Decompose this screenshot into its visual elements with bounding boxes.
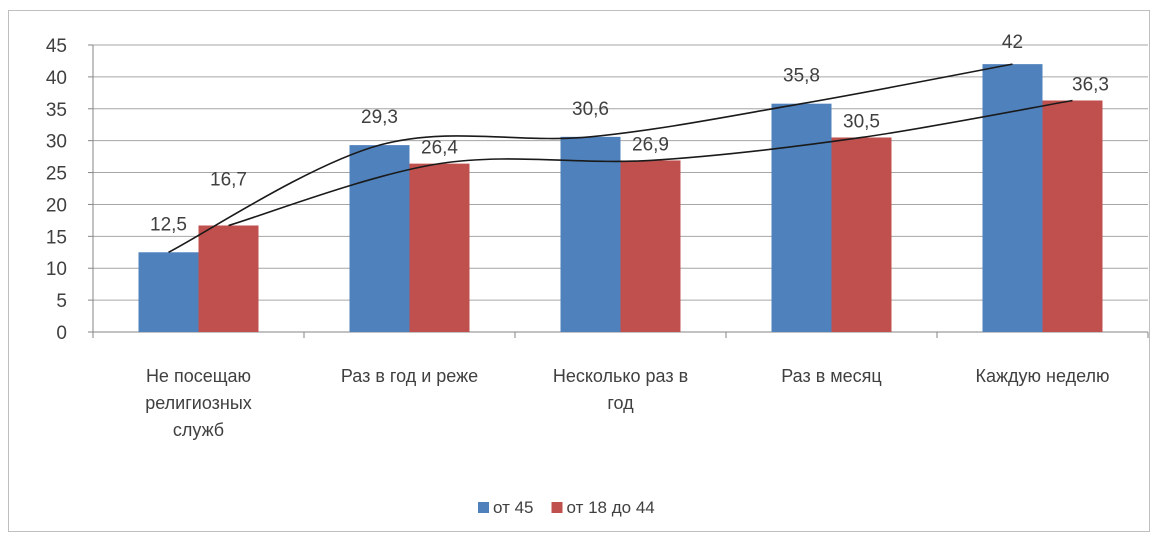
data-label: 35,8 xyxy=(783,66,820,87)
x-category-label: Каждую неделю xyxy=(975,366,1109,386)
trend-curve xyxy=(228,99,1073,227)
legend-swatch xyxy=(551,502,563,513)
bar xyxy=(831,137,892,332)
bar xyxy=(620,160,681,332)
y-tick-label: 0 xyxy=(56,323,67,344)
x-category-label: Несколько раз в xyxy=(553,366,688,386)
bar xyxy=(982,64,1043,332)
legend-label: от 18 до 44 xyxy=(567,498,655,517)
y-tick-label: 10 xyxy=(46,259,67,280)
bar xyxy=(409,163,470,332)
bar xyxy=(349,145,410,332)
bar xyxy=(138,252,199,332)
y-tick-label: 20 xyxy=(46,195,67,216)
bar xyxy=(1042,100,1103,332)
bar xyxy=(560,136,621,332)
legend-label: от 45 xyxy=(493,498,534,517)
x-category-label: Раз в год и реже xyxy=(341,366,478,386)
y-tick-label: 5 xyxy=(56,291,67,312)
trend-curve xyxy=(168,63,1013,253)
y-tick-label: 30 xyxy=(46,132,67,153)
x-category-label: Не посещаю xyxy=(146,366,251,386)
data-label: 12,5 xyxy=(150,214,187,235)
y-tick-label: 45 xyxy=(46,36,67,57)
data-label: 16,7 xyxy=(210,169,247,190)
data-label: 26,4 xyxy=(421,138,458,159)
y-tick-label: 40 xyxy=(46,68,67,89)
bar xyxy=(198,225,259,332)
bar xyxy=(771,103,832,332)
data-label: 36,3 xyxy=(1072,74,1109,95)
x-category-label: религиозных xyxy=(145,393,252,413)
y-tick-label: 25 xyxy=(46,164,67,185)
y-tick-label: 15 xyxy=(46,227,67,248)
legend-swatch xyxy=(478,502,489,513)
x-category-label: служб xyxy=(173,420,224,440)
y-tick-label: 35 xyxy=(46,100,67,121)
data-label: 29,3 xyxy=(361,107,398,128)
x-category-label: Раз в месяц xyxy=(781,366,881,386)
data-label: 42 xyxy=(1002,32,1023,53)
data-label: 30,6 xyxy=(572,99,609,120)
data-label: 30,5 xyxy=(843,111,880,132)
x-category-label: год xyxy=(607,393,634,413)
data-label: 26,9 xyxy=(632,134,669,155)
